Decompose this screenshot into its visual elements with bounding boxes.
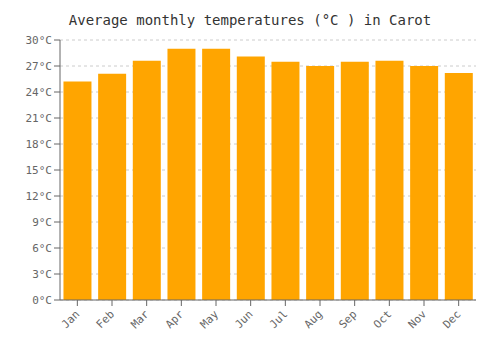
svg-text:12°C: 12°C (26, 190, 53, 203)
svg-text:15°C: 15°C (26, 164, 53, 177)
svg-text:0°C: 0°C (32, 294, 52, 307)
svg-text:May: May (198, 307, 222, 331)
svg-text:Feb: Feb (94, 308, 117, 331)
svg-text:Oct: Oct (371, 308, 394, 331)
svg-text:27°C: 27°C (26, 60, 53, 73)
svg-text:Jul: Jul (267, 308, 290, 331)
svg-text:Jan: Jan (59, 308, 82, 331)
svg-text:Aug: Aug (302, 308, 325, 331)
svg-text:Mar: Mar (128, 307, 152, 331)
svg-text:30°C: 30°C (26, 34, 53, 47)
svg-text:Apr: Apr (163, 307, 187, 331)
html-text:Average monthly temperatures (: Average monthly temperatures (°C ) in Ca… (68, 12, 432, 28)
svg-text:6°C: 6°C (32, 242, 52, 255)
svg-text:Sep: Sep (336, 308, 359, 331)
svg-text:Jun: Jun (232, 308, 255, 331)
svg-text:Nov: Nov (406, 307, 430, 331)
svg-text:3°C: 3°C (32, 268, 52, 281)
svg-text:18°C: 18°C (26, 138, 53, 151)
svg-text:9°C: 9°C (32, 216, 52, 229)
svg-text:Dec: Dec (440, 308, 463, 331)
svg-text:24°C: 24°C (26, 86, 53, 99)
svg-text:21°C: 21°C (26, 112, 53, 125)
